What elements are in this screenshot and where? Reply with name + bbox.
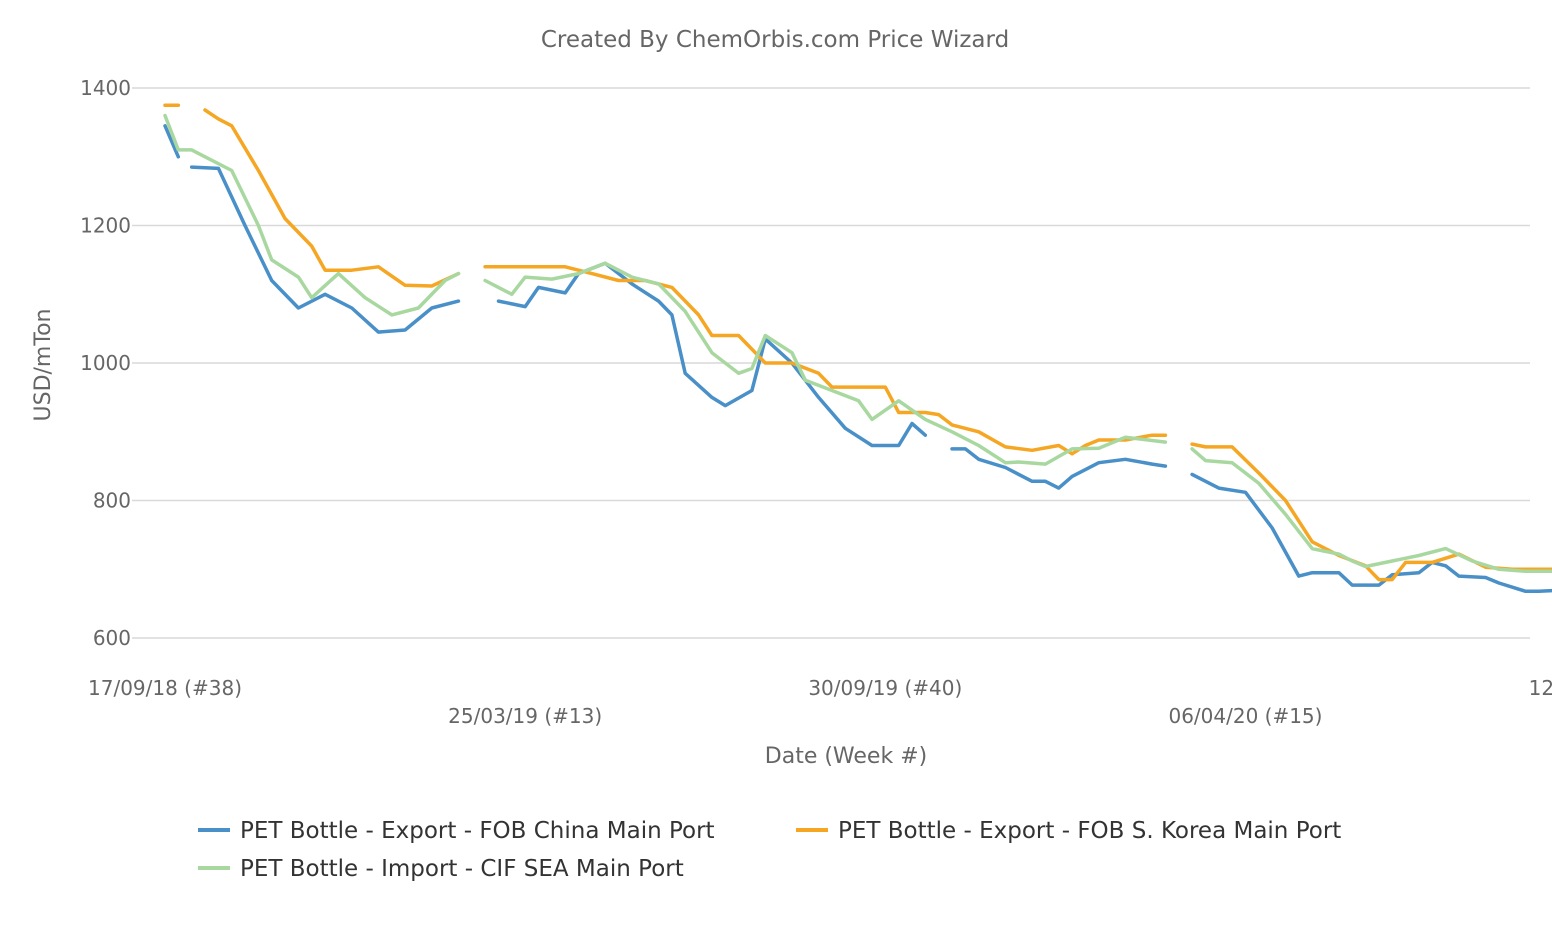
y-axis-title: USD/mTon (31, 309, 56, 422)
y-tick-1400: 1400 (80, 76, 131, 100)
x-tick-1: 25/03/19 (#13) (448, 704, 602, 728)
x-tick-3: 06/04/20 (#15) (1168, 704, 1322, 728)
y-tick-600: 600 (93, 626, 131, 650)
chart-title: Created By ChemOrbis.com Price Wizard (541, 27, 1009, 53)
series-line-0 (163, 124, 1552, 594)
x-axis-ticks: 17/09/18 (#38) 25/03/19 (#13) 30/09/19 (#4… (88, 676, 1552, 728)
y-tick-800: 800 (93, 489, 131, 513)
legend-label-0[interactable]: PET Bottle - Export - FOB China Main Por… (240, 818, 715, 844)
series-line-1 (163, 103, 1552, 582)
y-tick-1200: 1200 (80, 214, 131, 238)
x-axis-title: Date (Week #) (765, 744, 927, 769)
series-lines (163, 103, 1552, 594)
x-tick-2: 30/09/19 (#40) (808, 676, 962, 700)
x-tick-0: 17/09/18 (#38) (88, 676, 242, 700)
legend-label-1[interactable]: PET Bottle - Export - FOB S. Korea Main … (838, 818, 1341, 844)
x-tick-4: 12/10/20 (#42) (1529, 676, 1552, 700)
legend-label-2[interactable]: PET Bottle - Import - CIF SEA Main Port (240, 856, 684, 882)
legend: PET Bottle - Export - FOB China Main Por… (198, 818, 1341, 882)
series-line-2 (163, 113, 1552, 574)
y-axis-ticks: 600 800 1000 1200 1400 (80, 76, 131, 650)
grid-lines (132, 87, 1530, 639)
y-tick-1000: 1000 (80, 351, 131, 375)
